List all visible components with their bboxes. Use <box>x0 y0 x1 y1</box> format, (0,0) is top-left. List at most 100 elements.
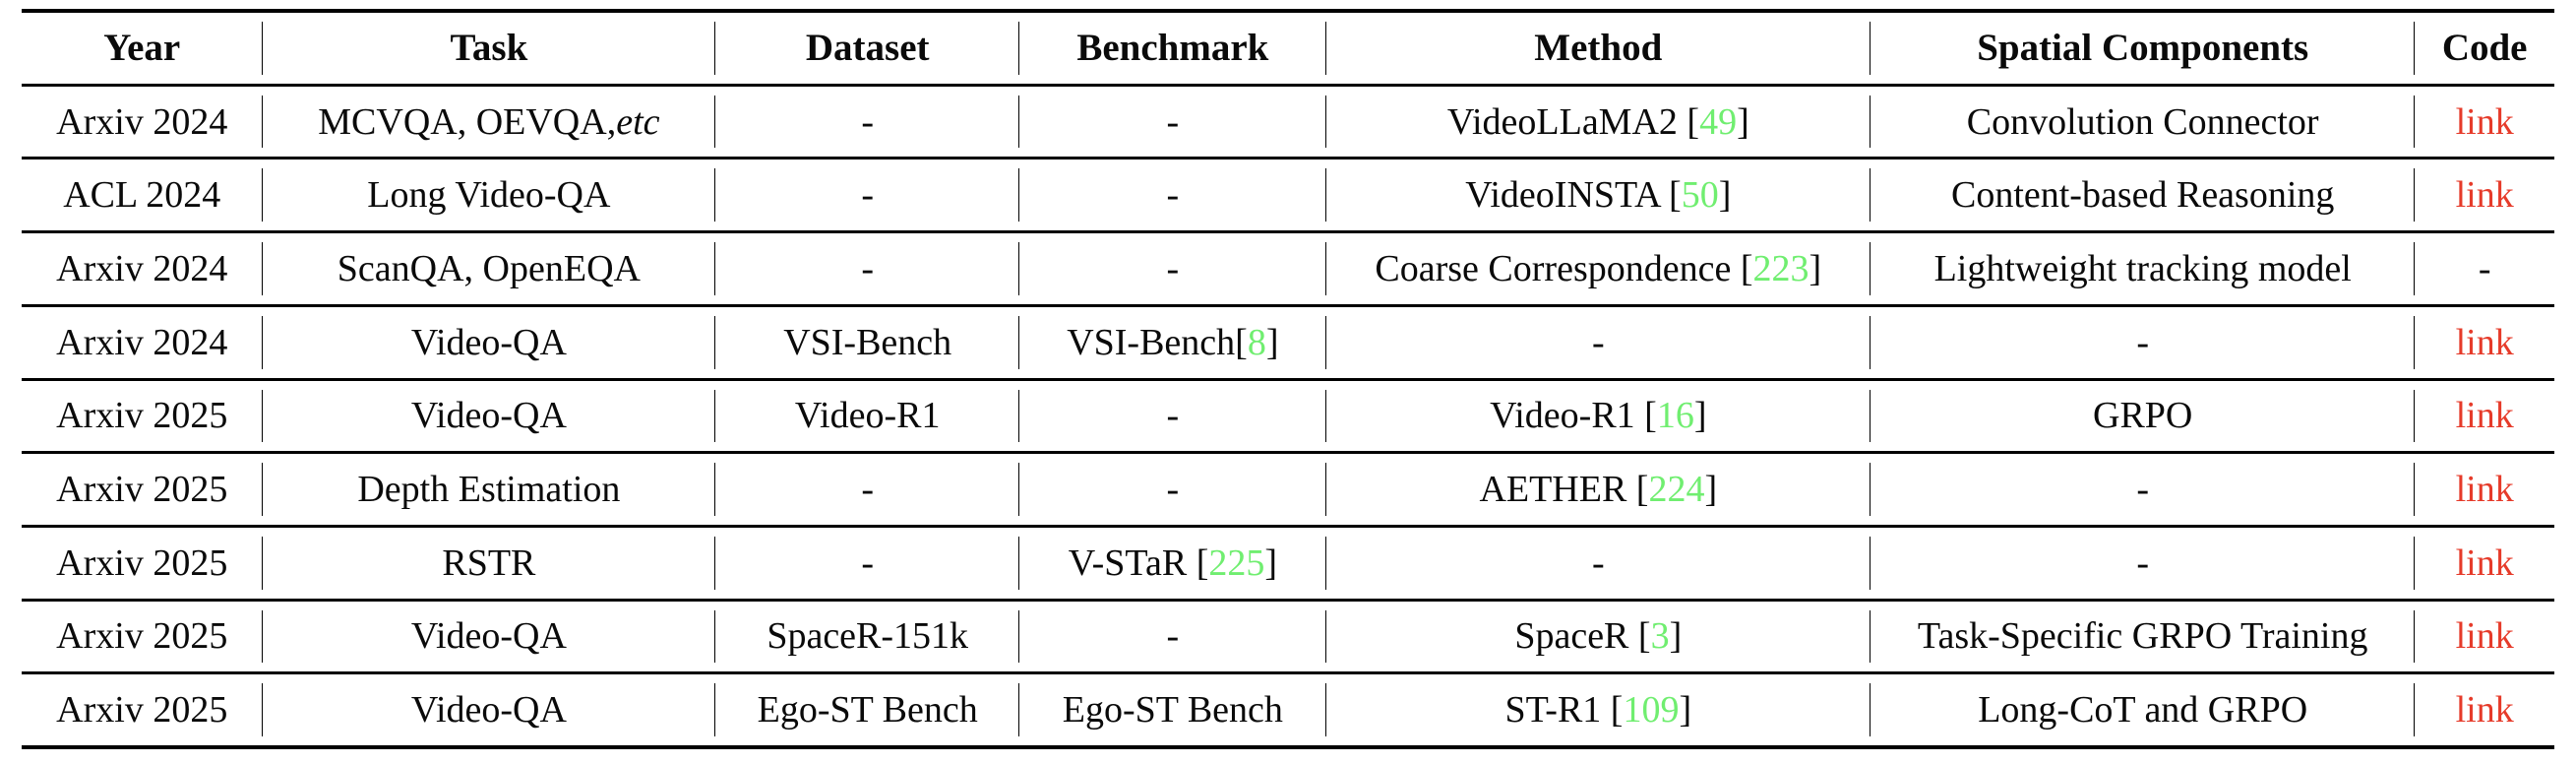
cell-dataset: - <box>715 528 1020 599</box>
cell-task: ScanQA, OpenEQA <box>263 233 716 304</box>
citation-ref[interactable]: 16 <box>1656 395 1694 437</box>
cell-benchmark: V-STaR [225] <box>1019 528 1326 599</box>
cell-text: ] <box>1265 321 1279 363</box>
cell-text: V-STaR [ <box>1068 541 1209 584</box>
cell-text: - <box>861 469 875 511</box>
table-row: Arxiv 2025 Video-QA Ego-ST Bench Ego-ST Ben… <box>22 674 2554 745</box>
cell-benchmark: - <box>1019 233 1326 304</box>
cell-text: ] <box>1693 395 1707 437</box>
header-code: Code <box>2441 27 2528 70</box>
cell-benchmark: VSI-Bench[8] <box>1019 307 1326 378</box>
cell-text: - <box>1166 247 1180 289</box>
header-task: Task <box>263 13 716 84</box>
cell-text: Video-QA <box>410 615 567 658</box>
cell-task: Video-QA <box>263 307 716 378</box>
cell-dataset: SpaceR-151k <box>715 602 1020 672</box>
code-link[interactable]: link <box>2455 100 2514 143</box>
citation-ref[interactable]: 224 <box>1648 469 1705 511</box>
cell-task: Video-QA <box>263 674 716 745</box>
cell-dataset: Ego-ST Bench <box>715 674 1020 745</box>
cell-text: ] <box>1679 689 1692 732</box>
cell-text: ] <box>1264 541 1278 584</box>
cell-code: - <box>2415 233 2554 304</box>
code-link[interactable]: link <box>2455 541 2514 584</box>
cell-text: - <box>861 247 875 289</box>
header-dataset: Dataset <box>715 13 1020 84</box>
cell-text: - <box>1166 469 1180 511</box>
cell-text: - <box>2136 541 2150 584</box>
cell-text: AETHER [ <box>1479 469 1649 511</box>
cell-text: Video-R1 <box>794 395 941 437</box>
cell-text: Arxiv 2025 <box>56 395 228 437</box>
cell-year: Arxiv 2024 <box>22 233 263 304</box>
cell-method: - <box>1326 528 1871 599</box>
cell-code: link <box>2415 159 2554 230</box>
table-row: Arxiv 2025 Depth Estimation - - AETHER [224]… <box>22 454 2554 528</box>
cell-year: Arxiv 2025 <box>22 602 263 672</box>
cell-code: link <box>2415 528 2554 599</box>
code-link[interactable]: link <box>2455 689 2514 732</box>
cell-spatial: Task-Specific GRPO Training <box>1871 602 2416 672</box>
code-link[interactable]: link <box>2455 615 2514 658</box>
cell-text: Lightweight tracking model <box>1933 247 2352 289</box>
table-row: Arxiv 2025 Video-QA SpaceR-151k - SpaceR [3]… <box>22 602 2554 675</box>
cell-text: ST-R1 [ <box>1504 689 1624 732</box>
cell-text: SpaceR [ <box>1514 615 1651 658</box>
cell-text: Arxiv 2025 <box>56 689 228 732</box>
cell-text: - <box>2136 321 2150 363</box>
cell-year: Arxiv 2025 <box>22 381 263 452</box>
cell-text: VideoINSTA [ <box>1465 174 1682 217</box>
cell-text: - <box>2478 247 2491 289</box>
cell-text: Arxiv 2025 <box>56 469 228 511</box>
citation-ref[interactable]: 225 <box>1208 541 1265 584</box>
cell-task: Video-QA <box>263 381 716 452</box>
cell-year: Arxiv 2024 <box>22 307 263 378</box>
code-link[interactable]: link <box>2455 395 2514 437</box>
cell-spatial: Lightweight tracking model <box>1871 233 2416 304</box>
cell-year: Arxiv 2025 <box>22 528 263 599</box>
cell-year: Arxiv 2025 <box>22 454 263 525</box>
cell-text: ] <box>1737 100 1749 143</box>
cell-text: Arxiv 2025 <box>56 541 228 584</box>
cell-task: RSTR <box>263 528 716 599</box>
citation-ref[interactable]: 49 <box>1699 100 1738 143</box>
cell-benchmark: - <box>1019 159 1326 230</box>
citation-ref[interactable]: 3 <box>1650 615 1670 658</box>
table-row: ACL 2024 Long Video-QA - - VideoINSTA [50] Co… <box>22 159 2554 234</box>
cell-text: Video-QA <box>410 689 567 732</box>
cell-task: Depth Estimation <box>263 454 716 525</box>
cell-code: link <box>2415 87 2554 158</box>
cell-method: SpaceR [3] <box>1326 602 1871 672</box>
cell-text: Coarse Correspondence [ <box>1375 247 1753 289</box>
cell-spatial: Long-CoT and GRPO <box>1871 674 2416 745</box>
header-method: Method <box>1326 13 1871 84</box>
table-row: Arxiv 2024 MCVQA, OEVQA, etc - - VideoLLaMA2… <box>22 87 2554 160</box>
cell-text: Video-R1 [ <box>1490 395 1657 437</box>
cell-text: Video-QA <box>410 321 567 363</box>
cell-code: link <box>2415 674 2554 745</box>
code-link[interactable]: link <box>2455 469 2514 511</box>
cell-spatial: - <box>1871 454 2416 525</box>
cell-text: Ego-ST Bench <box>757 689 978 732</box>
cell-dataset: - <box>715 159 1020 230</box>
cell-text: - <box>1591 321 1605 363</box>
cell-text: - <box>861 100 875 143</box>
citation-ref[interactable]: 109 <box>1623 689 1680 732</box>
cell-text: VSI-Bench[ <box>1067 321 1248 363</box>
cell-method: Video-R1 [16] <box>1326 381 1871 452</box>
header-spatial-components: Spatial Components <box>1871 13 2416 84</box>
cell-text: Task-Specific GRPO Training <box>1917 615 2368 658</box>
header-year: Year <box>22 13 263 84</box>
cell-text: VideoLLaMA2 [ <box>1446 100 1700 143</box>
code-link[interactable]: link <box>2455 174 2514 217</box>
cell-text: ] <box>1704 469 1718 511</box>
citation-ref[interactable]: 50 <box>1681 174 1719 217</box>
cell-method: VideoLLaMA2 [49] <box>1326 87 1871 158</box>
code-link[interactable]: link <box>2455 321 2514 363</box>
citation-ref[interactable]: 223 <box>1752 247 1809 289</box>
cell-year: ACL 2024 <box>22 159 263 230</box>
citation-ref[interactable]: 8 <box>1247 321 1266 363</box>
cell-text: - <box>861 174 875 217</box>
cell-dataset: - <box>715 233 1020 304</box>
header-benchmark: Benchmark <box>1019 13 1326 84</box>
